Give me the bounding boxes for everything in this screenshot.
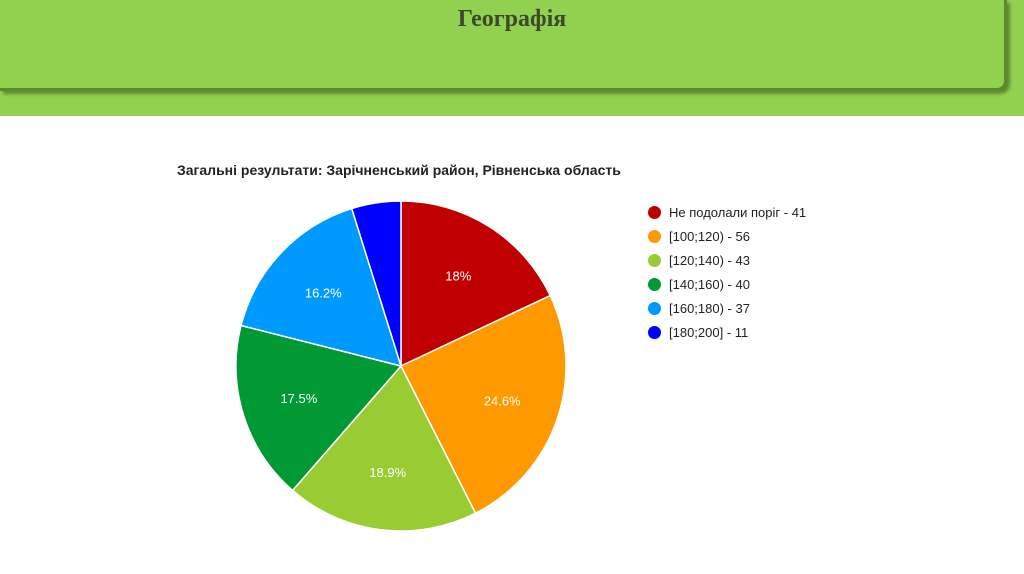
pie-chart: 18% 24.6% 18.9% 17.5% 16.2% bbox=[235, 200, 567, 532]
slice-percent-label-1: 24.6% bbox=[484, 394, 521, 409]
legend-label-5: [180;200] - 11 bbox=[669, 324, 749, 340]
pie-slice-1 bbox=[399, 294, 567, 515]
legend-label-0: Не подолали поріг - 41 bbox=[669, 204, 807, 220]
chart-area: Загальні результати: Зарічненський район… bbox=[0, 116, 1024, 574]
legend-label-2: [120;140) - 43 bbox=[669, 252, 750, 268]
legend-item-0: Не подолали поріг - 41 bbox=[648, 200, 806, 224]
slice-percent-label-4: 16.2% bbox=[305, 285, 342, 300]
slice-percent-label-2: 18.9% bbox=[369, 465, 406, 480]
slide-title: Географія bbox=[457, 6, 567, 32]
legend-swatch-0 bbox=[648, 205, 661, 219]
legend-item-1: [100;120) - 56 bbox=[648, 224, 806, 248]
legend-item-2: [120;140) - 43 bbox=[648, 248, 806, 272]
pie-slice-5 bbox=[350, 200, 402, 367]
legend-label-3: [140;160) - 40 bbox=[669, 276, 750, 292]
header-box bbox=[0, 0, 1007, 91]
legend-item-3: [140;160) - 40 bbox=[648, 272, 806, 296]
legend-swatch-4 bbox=[648, 301, 661, 315]
pie-slice-0 bbox=[400, 200, 552, 368]
legend-swatch-5 bbox=[648, 325, 661, 339]
chart-title: Загальні результати: Зарічненський район… bbox=[177, 162, 621, 178]
pie-slice-3 bbox=[235, 324, 403, 492]
legend-swatch-3 bbox=[648, 277, 661, 291]
pie-slice-4 bbox=[240, 207, 403, 368]
legend-label-1: [100;120) - 56 bbox=[669, 228, 750, 244]
legend-swatch-2 bbox=[648, 253, 661, 267]
chart-legend: Не подолали поріг - 41 [100;120) - 56 [120… bbox=[648, 200, 806, 344]
legend-label-4: [160;180) - 37 bbox=[669, 300, 750, 316]
pie-slice-2 bbox=[291, 364, 477, 532]
legend-item-5: [180;200] - 11 bbox=[648, 320, 806, 344]
legend-item-4: [160;180) - 37 bbox=[648, 296, 806, 320]
slice-percent-label-3: 17.5% bbox=[280, 391, 317, 406]
legend-swatch-1 bbox=[648, 229, 661, 243]
slice-percent-label-0: 18% bbox=[445, 269, 471, 284]
